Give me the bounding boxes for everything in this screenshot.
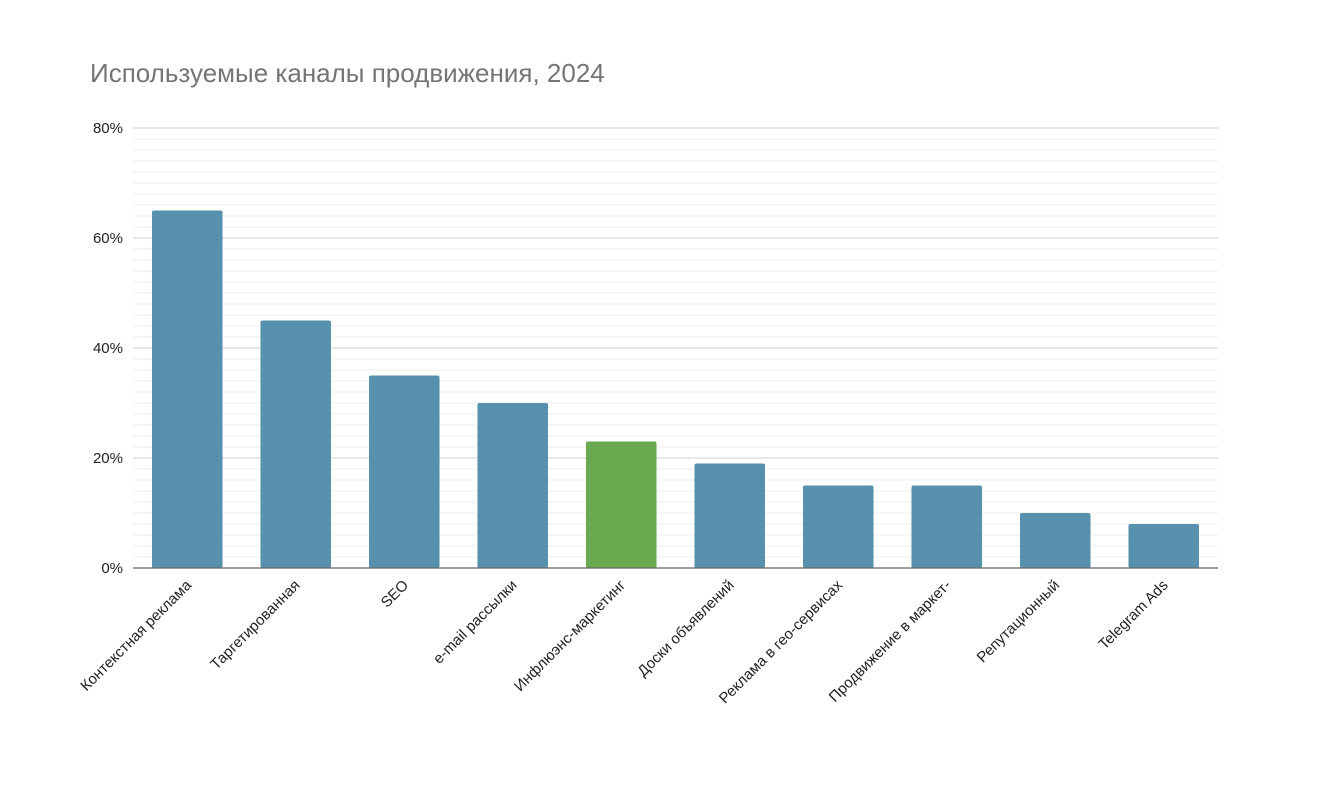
bar xyxy=(694,463,766,568)
y-tick-label: 20% xyxy=(93,450,123,467)
y-tick-label: 60% xyxy=(93,230,123,247)
x-tick-label: Инфлюэнс-маркетинг xyxy=(511,576,630,695)
bar xyxy=(1019,513,1091,568)
bar xyxy=(911,485,983,568)
bar xyxy=(260,320,332,568)
chart-title: Используемые каналы продвижения, 2024 xyxy=(90,58,605,88)
x-tick-label: SEO xyxy=(378,577,412,611)
bar xyxy=(368,375,440,568)
x-tick-label: Контекстная реклама xyxy=(77,576,195,694)
x-axis-labels: Контекстная реклама Таргетированная SEO e-m… xyxy=(77,576,1171,707)
x-tick-label: Продвижение в маркет- xyxy=(826,577,955,706)
x-tick-label: Telegram Ads xyxy=(1095,577,1171,653)
x-tick-label: e-mail рассылки xyxy=(430,577,521,668)
bar xyxy=(802,485,874,568)
x-tick-label: Доски объявлений xyxy=(634,577,737,680)
y-tick-label: 40% xyxy=(93,340,123,357)
bar xyxy=(1128,524,1200,568)
bar xyxy=(585,441,657,568)
x-tick-label: Реклама в гео-сервисах xyxy=(716,576,847,707)
x-tick-label: Репутационный xyxy=(974,577,1063,666)
x-tick-label: Таргетированная xyxy=(207,577,303,673)
y-tick-label: 80% xyxy=(93,120,123,137)
y-axis-ticks: 0% 20% 40% 60% 80% xyxy=(93,120,123,577)
y-tick-label: 0% xyxy=(101,560,123,577)
bar xyxy=(477,403,549,568)
bar xyxy=(151,210,223,568)
bars xyxy=(151,210,1200,568)
